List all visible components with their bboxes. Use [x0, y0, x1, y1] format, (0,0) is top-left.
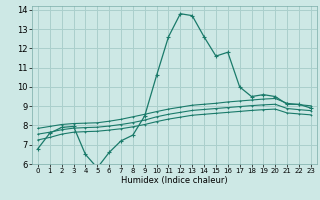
X-axis label: Humidex (Indice chaleur): Humidex (Indice chaleur)	[121, 176, 228, 185]
